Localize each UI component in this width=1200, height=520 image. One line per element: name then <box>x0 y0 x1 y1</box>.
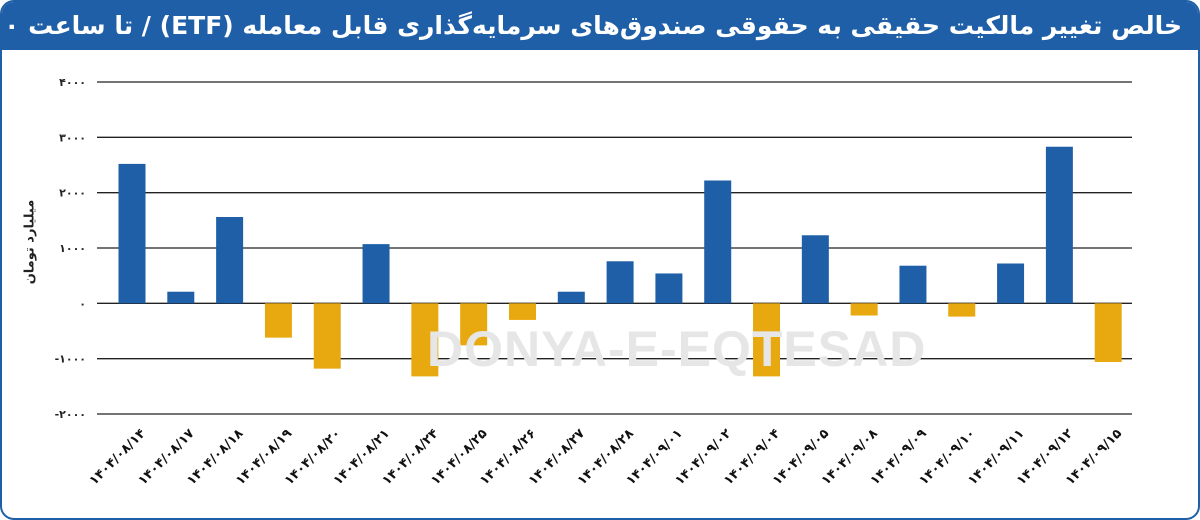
y-tick-label: ۱۰۰۰ <box>59 242 86 255</box>
bar-9 <box>508 303 536 320</box>
bar-19 <box>997 263 1025 304</box>
y-tick-label: -۲۰۰۰ <box>55 408 86 421</box>
bar-3 <box>216 217 244 304</box>
bar-17 <box>899 265 927 304</box>
bar-12 <box>655 273 683 304</box>
watermark: DONYA-E-EQTESAD <box>427 321 927 377</box>
y-axis-label: میلیارد تومان <box>22 199 38 285</box>
bar-13 <box>704 180 732 304</box>
bar-16 <box>850 303 878 316</box>
y-axis-label-box: میلیارد تومان <box>12 152 48 332</box>
bar-14 <box>753 303 781 377</box>
bar-6 <box>362 244 390 304</box>
y-axis-ticks: -۲۰۰۰ -۱۰۰۰ ۰ ۱۰۰۰ ۲۰۰۰ ۳۰۰۰ ۴۰۰۰ <box>55 76 86 421</box>
bar-15 <box>801 235 829 304</box>
y-tick-label: ۳۰۰۰ <box>59 131 86 144</box>
bar-7 <box>411 303 439 377</box>
y-tick-label: ۴۰۰۰ <box>59 76 86 89</box>
bar-1 <box>118 163 146 304</box>
bar-20 <box>1045 146 1073 304</box>
bar-4 <box>264 303 292 338</box>
y-tick-label: -۱۰۰۰ <box>55 353 86 366</box>
bar-2 <box>167 291 195 304</box>
page-title: خالص تغییر مالکیت حقیقی به حقوقی صندوق‌ه… <box>2 2 1198 50</box>
y-tick-label: ۰ <box>79 297 86 310</box>
bar-21 <box>1094 303 1122 362</box>
bar-18 <box>948 303 976 317</box>
y-tick-label: ۲۰۰۰ <box>59 187 86 200</box>
bar-10 <box>557 291 585 304</box>
x-axis-ticks: ۱۴۰۴/۰۸/۱۴۱۴۰۴/۰۸/۱۷۱۴۰۴/۰۸/۱۸۱۴۰۴/۰۸/۱۹… <box>87 426 1125 488</box>
bar-8 <box>460 303 488 346</box>
bars <box>118 146 1122 377</box>
bar-11 <box>606 261 634 304</box>
bar-5 <box>313 303 341 369</box>
